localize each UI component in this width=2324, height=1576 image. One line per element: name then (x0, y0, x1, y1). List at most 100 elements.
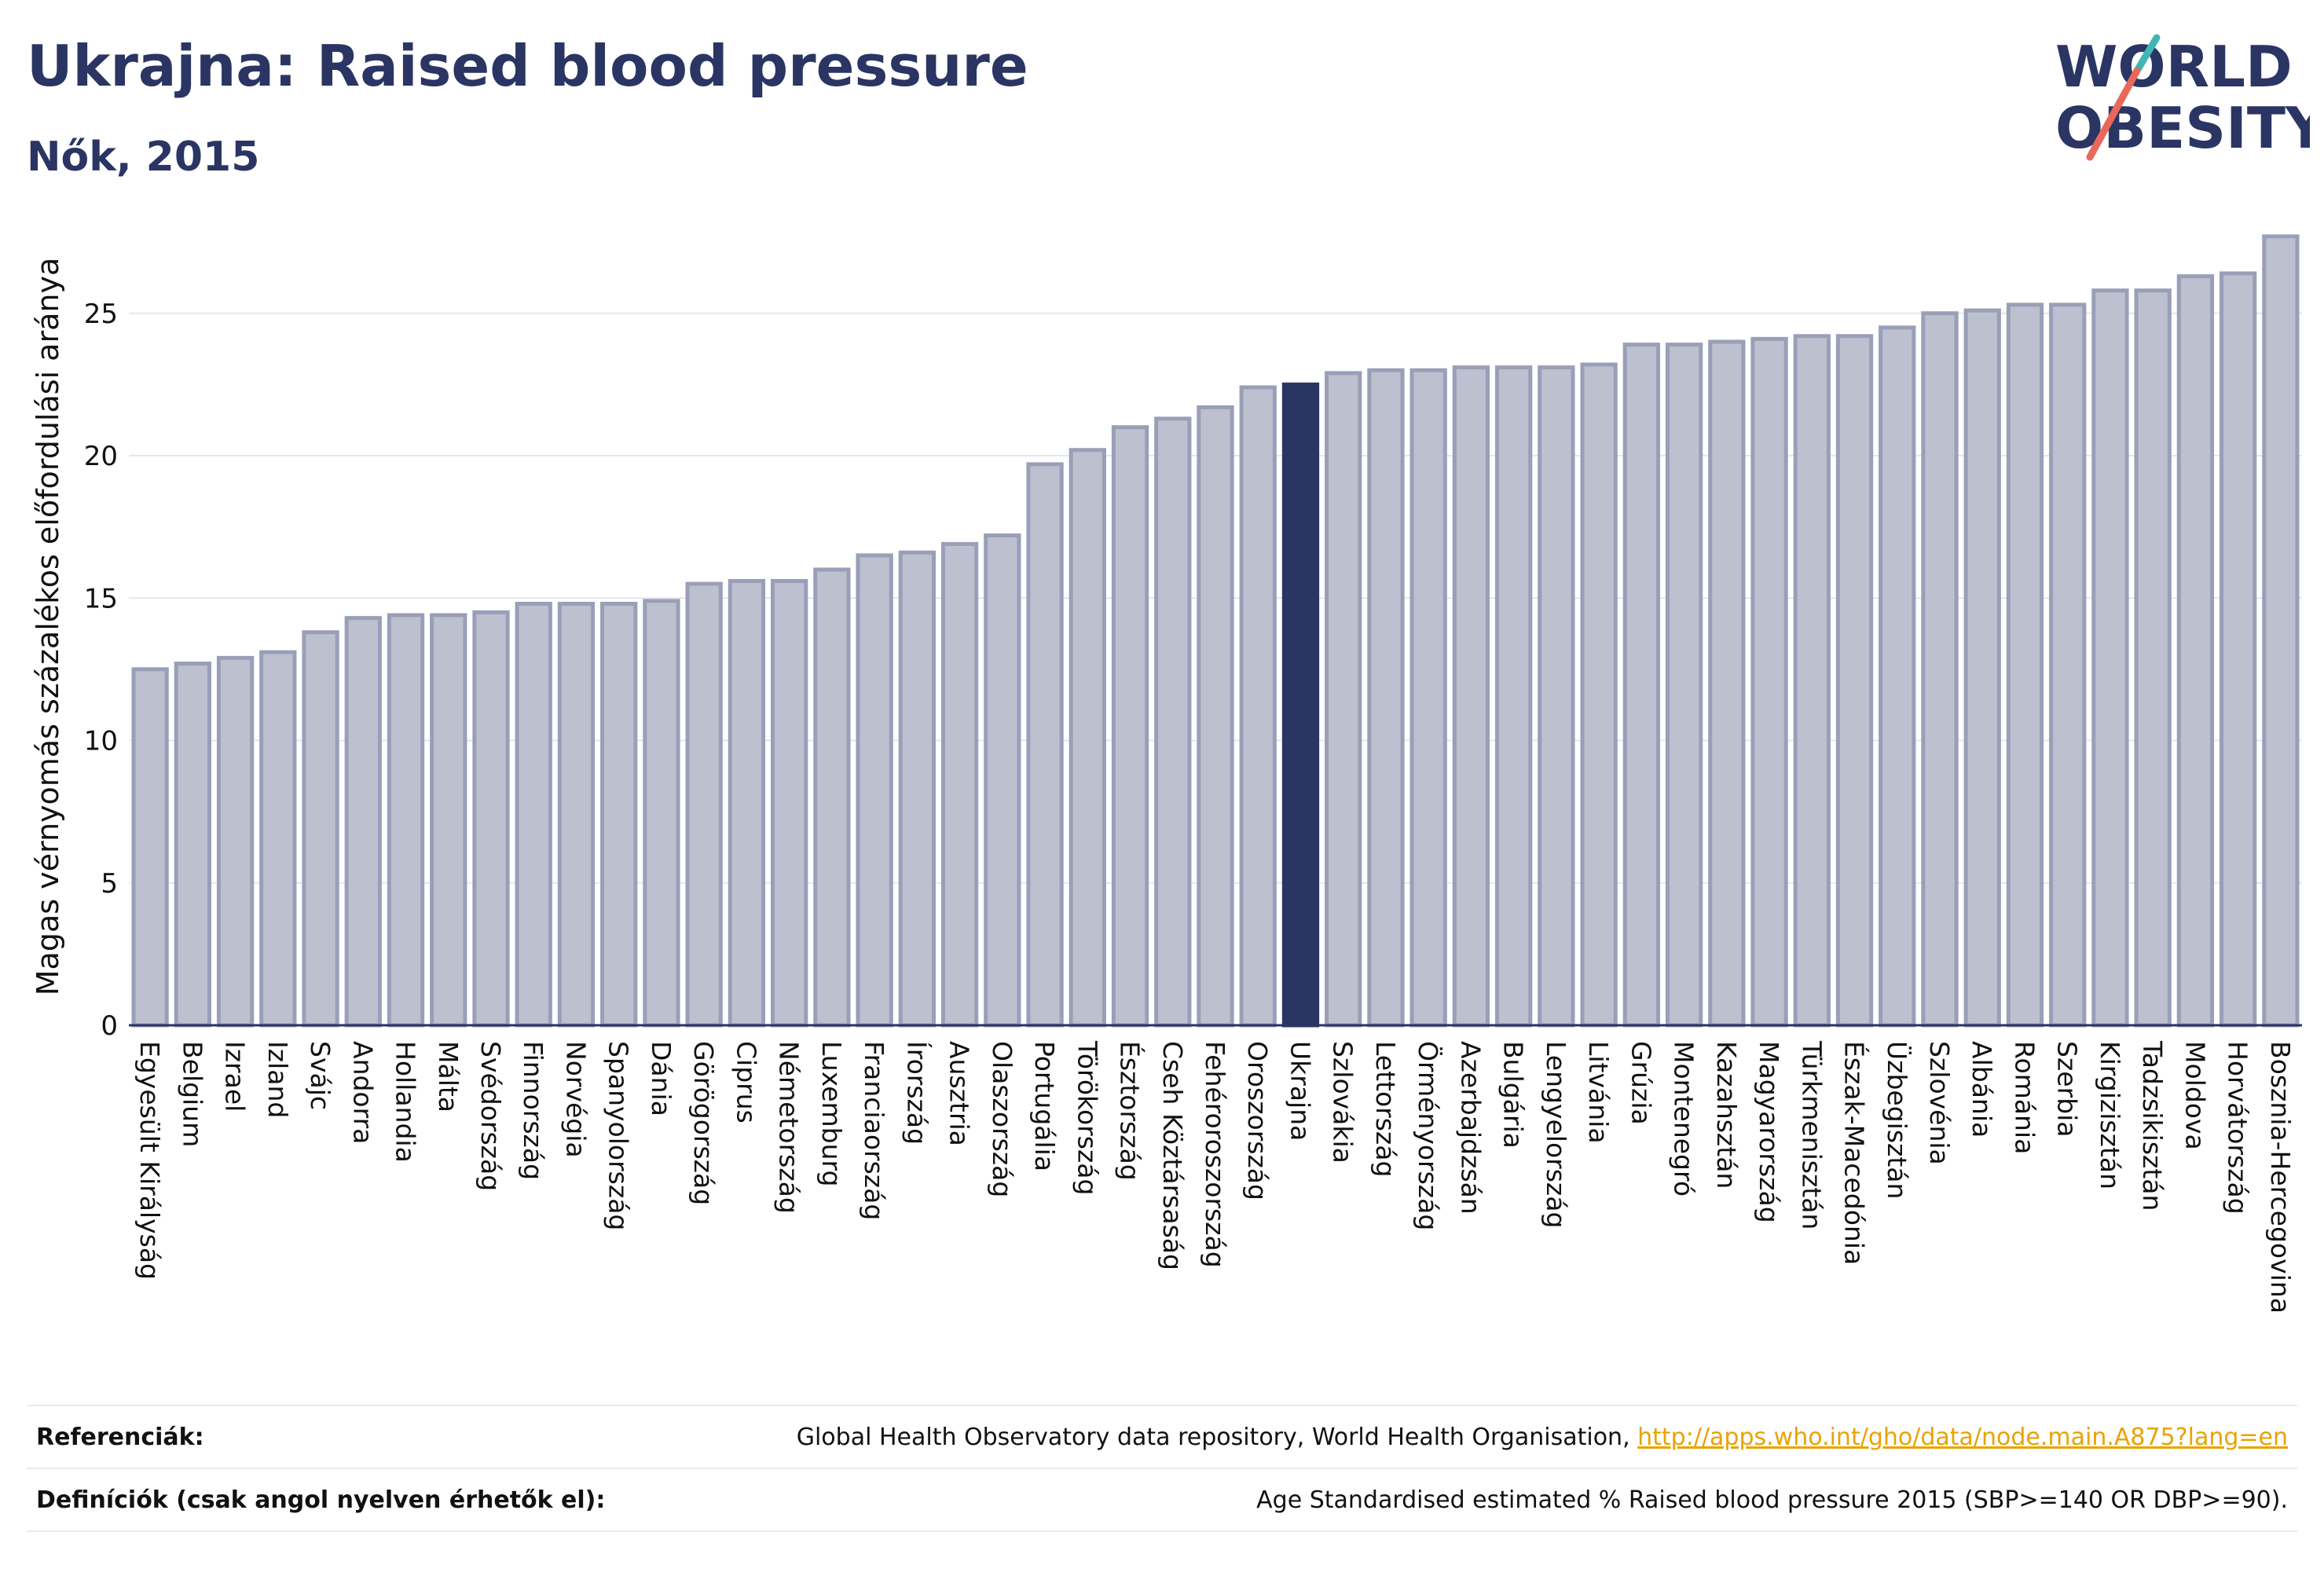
bar[interactable] (216, 655, 255, 1028)
bar[interactable] (2006, 302, 2044, 1028)
bar[interactable] (770, 579, 808, 1028)
bar[interactable] (387, 613, 425, 1028)
bar[interactable] (1580, 362, 1618, 1028)
x-tick-label: Franciaország (859, 1041, 889, 1220)
x-tick-label: Oroszország (1242, 1041, 1273, 1200)
y-tick-label: 15 (84, 583, 118, 614)
bar[interactable] (1879, 325, 1916, 1028)
x-tick-label: Ausztria (944, 1041, 975, 1146)
bar[interactable] (1538, 365, 1575, 1028)
x-tick-label: Finnország (518, 1041, 548, 1180)
definitions-row: Definíciók (csak angol nyelven érhetők e… (27, 1468, 2297, 1532)
page-title: Ukrajna: Raised blood pressure (27, 33, 1028, 99)
y-tick-labels: 0 5 10 15 20 25 (84, 299, 118, 1042)
x-tick-label: Szlovénia (1924, 1041, 1955, 1165)
x-tick-label: Kirgizisztán (2095, 1041, 2125, 1189)
x-tick-label: Tadzsikisztán (2137, 1040, 2168, 1211)
bar[interactable] (174, 662, 212, 1028)
bar[interactable] (2134, 288, 2172, 1028)
x-tick-label: Olaszország (987, 1041, 1017, 1197)
bar[interactable] (1665, 343, 1703, 1028)
bar-chart: 0 5 10 15 20 25 Egyesült Királyság Belgium Izra… (31, 234, 2302, 1314)
bar[interactable] (1409, 368, 1447, 1028)
bar[interactable] (1708, 339, 1746, 1028)
bar[interactable] (302, 630, 339, 1028)
y-tick-label: 0 (101, 1010, 118, 1042)
references-link[interactable]: http://apps.who.int/gho/data/node.main.A… (1637, 1424, 2288, 1451)
bar[interactable] (557, 602, 596, 1028)
bar[interactable] (1452, 365, 1490, 1028)
bar[interactable] (1325, 371, 1362, 1028)
x-tick-label: Bulgária (1498, 1041, 1529, 1149)
logo-line1: WORLD (2055, 34, 2293, 100)
bar[interactable] (515, 602, 552, 1028)
x-tick-label: Svájc (305, 1041, 335, 1110)
x-tick-label: Magyarország (1754, 1041, 1784, 1223)
x-tick-label: Kazahsztán (1711, 1041, 1742, 1189)
bar[interactable] (2091, 288, 2129, 1028)
bar[interactable] (131, 667, 169, 1028)
bars (131, 234, 2300, 1028)
x-tick-label: Észak-Macedónia (1839, 1041, 1871, 1265)
bar[interactable] (1367, 368, 1405, 1028)
x-tick-label: Luxemburg (816, 1041, 847, 1186)
x-tick-label: Montenegró (1669, 1041, 1699, 1197)
bar[interactable] (1622, 343, 1661, 1028)
world-obesity-logo: WORLD OBESITY (2055, 34, 2310, 161)
bar[interactable] (1239, 385, 1277, 1028)
bar[interactable] (344, 616, 382, 1028)
bar[interactable] (1750, 336, 1788, 1028)
x-tick-label: Grúzia (1626, 1041, 1656, 1125)
bar[interactable] (2176, 274, 2215, 1028)
x-tick-label: Görögország (688, 1041, 719, 1205)
bar[interactable] (940, 541, 979, 1028)
bar[interactable] (430, 613, 467, 1028)
x-tick-label: Ukrajna (1285, 1041, 1315, 1141)
logo-coral-slash (2086, 67, 2141, 161)
x-tick-label: Lengyelország (1541, 1041, 1571, 1228)
x-tick-label: Norvégia (560, 1041, 591, 1158)
x-tick-label: Örményország (1413, 1041, 1444, 1230)
bar[interactable] (898, 550, 937, 1028)
bar[interactable] (813, 567, 851, 1028)
bar[interactable] (1963, 308, 2001, 1028)
bar[interactable] (1026, 462, 1064, 1028)
bar[interactable] (685, 581, 723, 1028)
x-tick-label: Izland (262, 1041, 293, 1118)
bar[interactable] (856, 553, 893, 1028)
references-label: Referenciák: (36, 1424, 204, 1451)
x-tick-label: Belgium (177, 1041, 207, 1147)
x-tick-label: Románia (2009, 1041, 2040, 1154)
definitions-label: Definíciók (csak angol nyelven érhetők e… (36, 1486, 606, 1514)
bar-highlight[interactable] (1281, 382, 1320, 1028)
bar[interactable] (643, 599, 680, 1028)
x-tick-label: Türkmenisztán (1796, 1040, 1827, 1230)
bar[interactable] (1111, 425, 1149, 1028)
bar[interactable] (728, 579, 766, 1028)
bar[interactable] (600, 602, 638, 1028)
x-tick-label: Ciprus (731, 1041, 761, 1123)
bar[interactable] (1793, 334, 1831, 1028)
y-tick-label: 10 (84, 726, 118, 757)
x-tick-label: Andorra (347, 1041, 378, 1144)
bar[interactable] (984, 533, 1021, 1028)
bar[interactable] (259, 650, 297, 1028)
bar[interactable] (2219, 271, 2257, 1028)
bar[interactable] (472, 610, 510, 1028)
x-tick-label: Üzbegisztán (1882, 1041, 1913, 1199)
x-tick-label: Izrael (220, 1041, 251, 1112)
logo-teal-slash (2133, 34, 2161, 75)
x-tick-label: Moldova (2179, 1041, 2210, 1150)
x-tick-label: Albánia (1967, 1041, 1997, 1138)
bar[interactable] (1154, 416, 1192, 1028)
x-tick-label: Spanyolország (603, 1041, 634, 1230)
bar[interactable] (2049, 302, 2087, 1028)
bar[interactable] (1921, 311, 1959, 1028)
bar[interactable] (1069, 448, 1106, 1028)
bar[interactable] (1494, 365, 1533, 1028)
bar[interactable] (2262, 234, 2300, 1028)
definitions-value: Age Standardised estimated % Raised bloo… (1256, 1486, 2288, 1514)
bar[interactable] (1197, 405, 1234, 1028)
y-tick-label: 20 (84, 441, 118, 472)
bar[interactable] (1835, 334, 1874, 1028)
